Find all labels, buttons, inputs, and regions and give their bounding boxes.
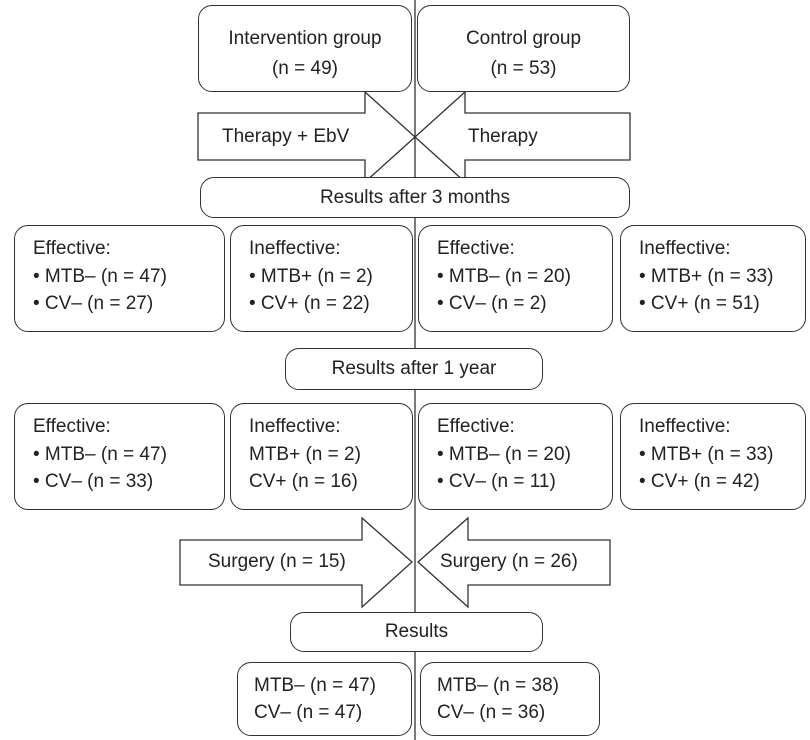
box-heading: Effective: — [33, 238, 111, 259]
box-item: • CV– (n = 33) — [33, 471, 154, 492]
box: Effective: • MTB– (n = 20) • CV– (n = 11) — [418, 403, 613, 510]
box-item: • MTB– (n = 20) — [437, 266, 571, 287]
box: Control group (n = 53) — [417, 5, 630, 92]
box: MTB– (n = 47) CV– (n = 47) — [237, 662, 412, 736]
box-heading: Ineffective: — [249, 238, 341, 259]
arrow-label: Therapy + EbV — [222, 126, 350, 147]
box-item: CV– (n = 47) — [254, 702, 363, 723]
box-item: CV– (n = 36) — [437, 702, 546, 723]
box-item: • MTB+ (n = 2) — [249, 266, 373, 287]
box-item: • CV+ (n = 51) — [639, 293, 760, 314]
box-item: • MTB– (n = 20) — [437, 444, 571, 465]
box-item: • CV– (n = 27) — [33, 293, 154, 314]
box-item: MTB– (n = 47) — [254, 675, 376, 696]
box-item: • CV+ (n = 22) — [249, 293, 370, 314]
box-heading: Effective: — [437, 238, 515, 259]
box: Effective: • MTB– (n = 47) • CV– (n = 33) — [14, 403, 225, 510]
box-item: • MTB– (n = 47) — [33, 266, 167, 287]
stage-title: Results after 1 year — [331, 358, 497, 379]
box-item: CV+ (n = 16) — [249, 471, 358, 492]
box-heading: Ineffective: — [249, 416, 341, 437]
group-n: (n = 53) — [490, 58, 557, 79]
stage-title: Results — [384, 621, 449, 642]
stage-title: Results after 3 months — [319, 186, 511, 208]
box: Ineffective: • MTB+ (n = 33) • CV+ (n = 51… — [620, 225, 806, 332]
box-heading: Effective: — [33, 416, 111, 437]
arrow-left — [414, 90, 631, 184]
box: Intervention group (n = 49) — [198, 5, 412, 92]
box-item: • CV– (n = 11) — [437, 471, 556, 492]
arrow-left — [417, 516, 611, 609]
arrow-label: Surgery (n = 15) — [208, 551, 346, 572]
box-item: • MTB+ (n = 33) — [639, 266, 774, 287]
box-item: • MTB+ (n = 33) — [639, 444, 774, 465]
box-item: • CV– (n = 2) — [437, 293, 547, 314]
box: MTB– (n = 38) CV– (n = 36) — [420, 662, 600, 736]
box-item: • MTB– (n = 47) — [33, 444, 167, 465]
arrow-label: Therapy — [468, 126, 538, 147]
arrow-label: Surgery (n = 26) — [440, 551, 578, 572]
box: Results after 1 year — [285, 348, 543, 390]
group-name: Control group — [465, 28, 582, 49]
group-n: (n = 49) — [271, 58, 338, 79]
group-name: Intervention group — [228, 28, 382, 49]
box-item: MTB+ (n = 2) — [249, 444, 361, 465]
box-heading: Ineffective: — [639, 416, 731, 437]
box: Effective: • MTB– (n = 47) • CV– (n = 27) — [14, 225, 225, 332]
box-item: MTB– (n = 38) — [437, 675, 559, 696]
box: Effective: • MTB– (n = 20) • CV– (n = 2) — [418, 225, 613, 332]
box-item: • CV+ (n = 42) — [639, 471, 760, 492]
box: Results after 3 months — [200, 177, 630, 218]
box: Results — [290, 612, 543, 652]
box: Ineffective: MTB+ (n = 2) CV+ (n = 16) — [230, 403, 413, 510]
arrow-right — [197, 90, 416, 184]
box-heading: Effective: — [437, 416, 515, 437]
box-heading: Ineffective: — [639, 238, 731, 259]
box: Ineffective: • MTB+ (n = 2) • CV+ (n = 22) — [230, 225, 413, 332]
arrow-right — [179, 516, 413, 609]
box: Ineffective: • MTB+ (n = 33) • CV+ (n = 42… — [620, 403, 806, 510]
